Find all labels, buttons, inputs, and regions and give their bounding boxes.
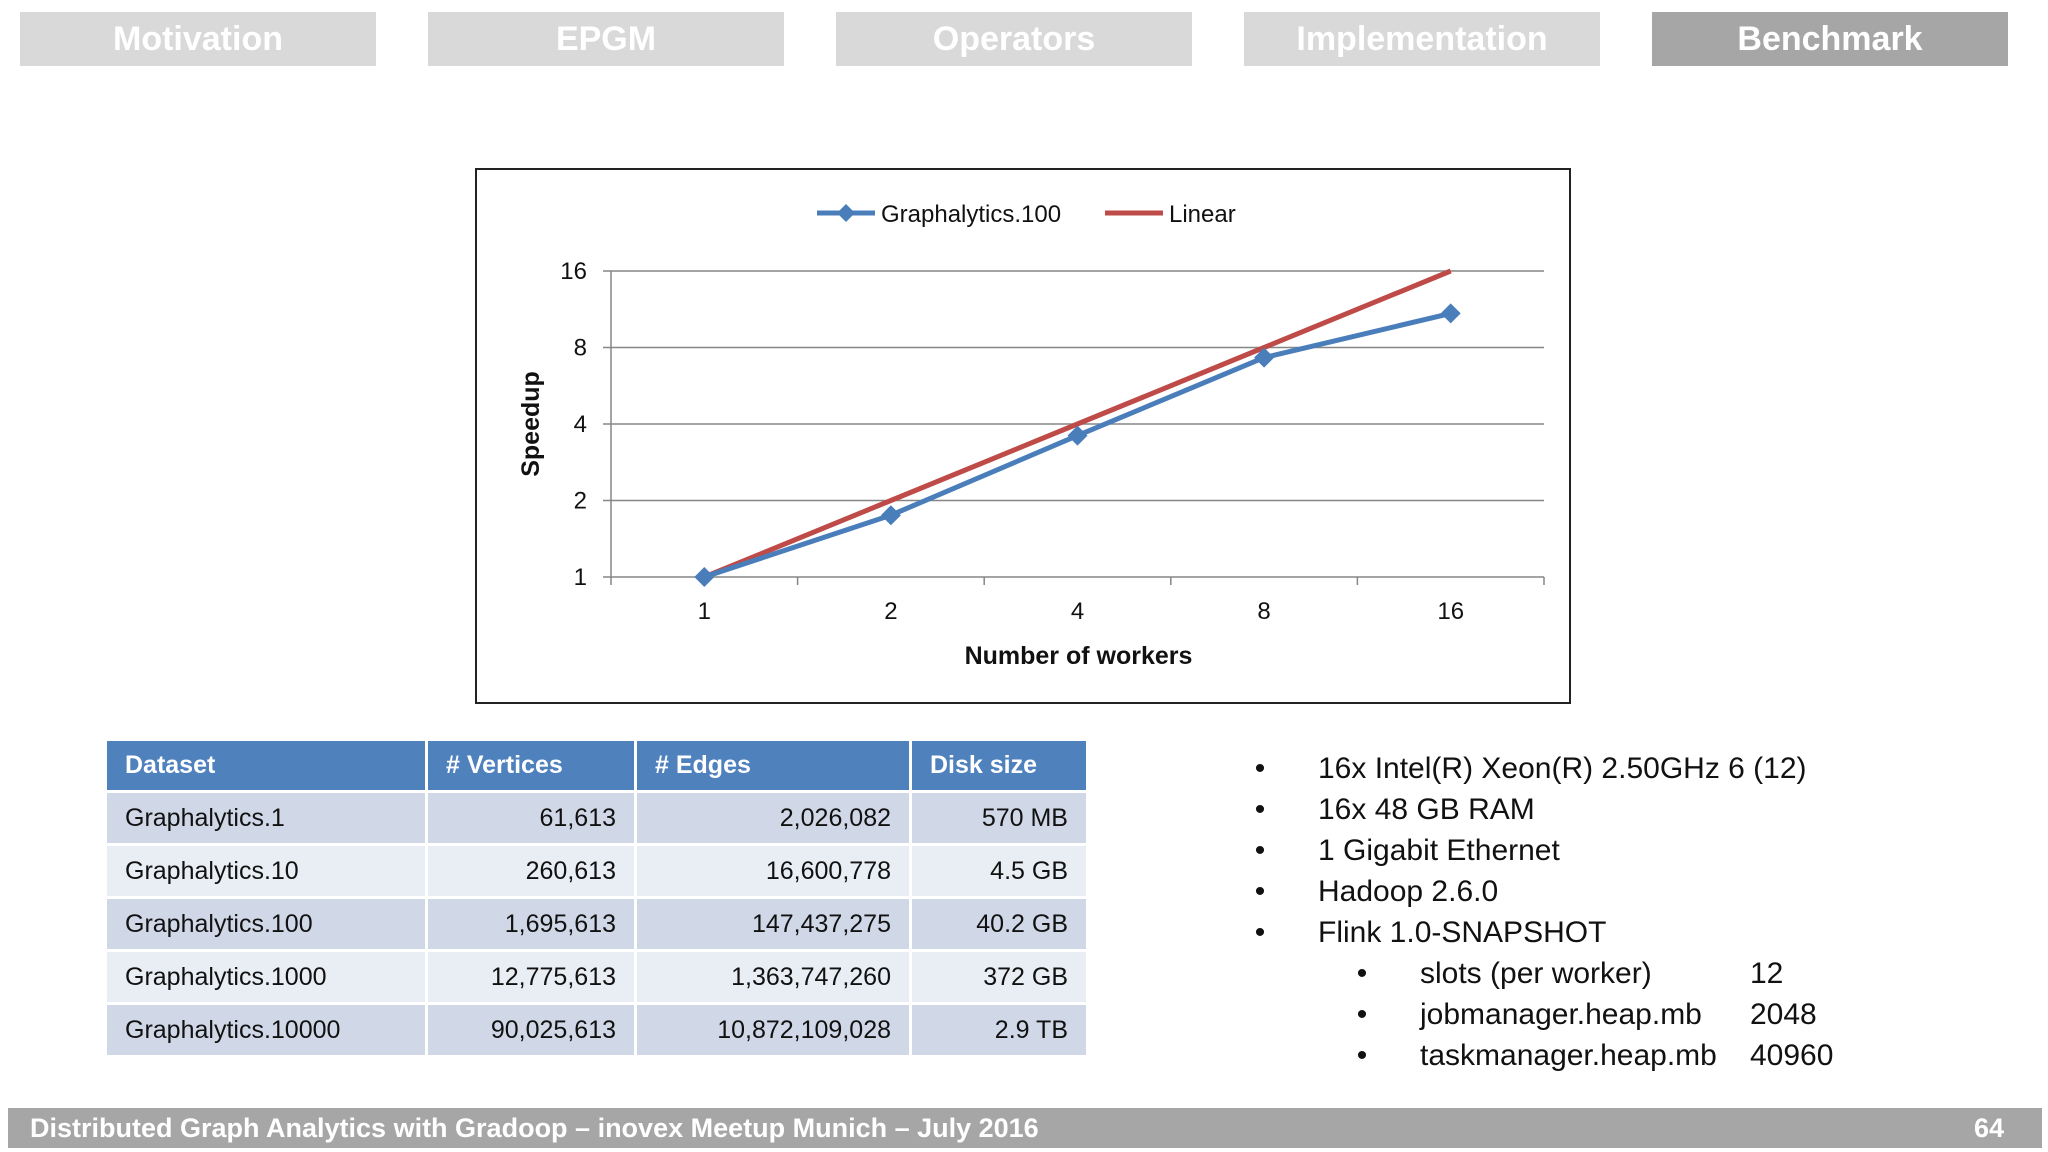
cell-disk-size: 2.9 TB: [912, 1005, 1086, 1055]
cell-dataset: Graphalytics.1000: [107, 952, 425, 1002]
table-row: Graphalytics.10 260,613 16,600,778 4.5 G…: [107, 846, 1086, 896]
cell-edges: 1,363,747,260: [637, 952, 909, 1002]
config-value: 12: [1750, 957, 1784, 990]
data-point: [1440, 303, 1461, 324]
x-tick-label: 16: [1437, 598, 1464, 625]
bullet-icon: •: [1254, 875, 1266, 908]
cluster-specs-list: • 16x Intel(R) Xeon(R) 2.50GHz 6 (12) • …: [1250, 748, 1890, 1076]
config-value: 40960: [1750, 1039, 1834, 1072]
cell-edges: 2,026,082: [637, 793, 909, 843]
bullet-icon: •: [1254, 793, 1266, 826]
bullet-icon: •: [1356, 998, 1368, 1031]
cell-disk-size: 40.2 GB: [912, 899, 1086, 949]
tab-benchmark[interactable]: Benchmark: [1652, 12, 2008, 66]
x-tick-label: 4: [1071, 598, 1084, 625]
footer-bar: Distributed Graph Analytics with Gradoop…: [8, 1108, 2042, 1148]
column-header-vertices: # Vertices: [428, 741, 634, 790]
cell-dataset: Graphalytics.10000: [107, 1005, 425, 1055]
bullet-icon: •: [1254, 834, 1266, 867]
config-key: slots (per worker): [1420, 957, 1652, 990]
spec-text: Flink 1.0-SNAPSHOT: [1318, 916, 1607, 949]
legend-label: Graphalytics.100: [881, 201, 1061, 228]
series-line: [703, 268, 1452, 580]
table-header-row: Dataset # Vertices # Edges Disk size: [107, 741, 1086, 790]
bullet-icon: •: [1254, 916, 1266, 949]
sub-list-item: • taskmanager.heap.mb 40960: [1250, 1035, 1890, 1076]
table-row: Graphalytics.1 61,613 2,026,082 570 MB: [107, 793, 1086, 843]
y-tick-label: 8: [574, 335, 587, 362]
footer-title: Distributed Graph Analytics with Gradoop…: [30, 1113, 1039, 1143]
cell-dataset: Graphalytics.100: [107, 899, 425, 949]
x-tick-label: 2: [884, 598, 897, 625]
y-axis-title: Speedup: [517, 371, 545, 477]
config-key: taskmanager.heap.mb: [1420, 1039, 1717, 1072]
y-tick-label: 16: [560, 258, 587, 285]
data-point: [880, 505, 901, 526]
page-number: 64: [1973, 1113, 2004, 1143]
tab-motivation[interactable]: Motivation: [20, 12, 376, 66]
speedup-chart: 1 2 4 8 16 1 2 4 8 16 Number of workers Speedup Grap…: [475, 168, 1571, 704]
spec-text: 16x Intel(R) Xeon(R) 2.50GHz 6 (12): [1318, 752, 1807, 785]
y-tick-label: 2: [574, 488, 587, 515]
tab-operators[interactable]: Operators: [836, 12, 1192, 66]
bullet-icon: •: [1356, 1039, 1368, 1072]
cell-dataset: Graphalytics.1: [107, 793, 425, 843]
table-row: Graphalytics.100 1,695,613 147,437,275 4…: [107, 899, 1086, 949]
section-nav: Motivation EPGM Operators Implementation…: [0, 12, 2048, 66]
config-value: 2048: [1750, 998, 1817, 1031]
table-row: Graphalytics.1000 12,775,613 1,363,747,2…: [107, 952, 1086, 1002]
data-point: [694, 567, 715, 587]
legend-marker: [837, 204, 855, 222]
cell-vertices: 260,613: [428, 846, 634, 896]
config-key: jobmanager.heap.mb: [1420, 998, 1702, 1031]
spec-text: 16x 48 GB RAM: [1318, 793, 1535, 826]
list-item: • Hadoop 2.6.0: [1250, 871, 1890, 912]
cell-disk-size: 4.5 GB: [912, 846, 1086, 896]
cell-edges: 147,437,275: [637, 899, 909, 949]
list-item: • 16x Intel(R) Xeon(R) 2.50GHz 6 (12): [1250, 748, 1890, 789]
table-row: Graphalytics.10000 90,025,613 10,872,109…: [107, 1005, 1086, 1055]
spec-text: 1 Gigabit Ethernet: [1318, 834, 1560, 867]
tab-implementation[interactable]: Implementation: [1244, 12, 1600, 66]
x-tick-label: 8: [1257, 598, 1270, 625]
sub-list-item: • slots (per worker) 12: [1250, 953, 1890, 994]
sub-list-item: • jobmanager.heap.mb 2048: [1250, 994, 1890, 1035]
cell-dataset: Graphalytics.10: [107, 846, 425, 896]
list-item: • Flink 1.0-SNAPSHOT: [1250, 912, 1890, 953]
x-tick-label: 1: [698, 598, 711, 625]
x-axis-title: Number of workers: [965, 642, 1193, 670]
cell-edges: 10,872,109,028: [637, 1005, 909, 1055]
list-item: • 16x 48 GB RAM: [1250, 789, 1890, 830]
cell-vertices: 12,775,613: [428, 952, 634, 1002]
cell-edges: 16,600,778: [637, 846, 909, 896]
cell-vertices: 90,025,613: [428, 1005, 634, 1055]
dataset-table: Dataset # Vertices # Edges Disk size Gra…: [104, 738, 1089, 1058]
spec-text: Hadoop 2.6.0: [1318, 875, 1499, 908]
cell-disk-size: 570 MB: [912, 793, 1086, 843]
column-header-edges: # Edges: [637, 741, 909, 790]
data-point: [1067, 425, 1088, 446]
column-header-disk-size: Disk size: [912, 741, 1086, 790]
y-tick-label: 4: [574, 411, 587, 438]
bullet-icon: •: [1356, 957, 1368, 990]
legend-label: Linear: [1169, 201, 1236, 228]
chart-canvas: 1 2 4 8 16 1 2 4 8 16 Number of workers Speedup Grap…: [517, 201, 1545, 670]
list-item: • 1 Gigabit Ethernet: [1250, 830, 1890, 871]
cell-disk-size: 372 GB: [912, 952, 1086, 1002]
y-tick-label: 1: [574, 564, 587, 591]
cell-vertices: 61,613: [428, 793, 634, 843]
column-header-dataset: Dataset: [107, 741, 425, 790]
cell-vertices: 1,695,613: [428, 899, 634, 949]
data-point: [1254, 347, 1275, 368]
bullet-icon: •: [1254, 752, 1266, 785]
tab-epgm[interactable]: EPGM: [428, 12, 784, 66]
